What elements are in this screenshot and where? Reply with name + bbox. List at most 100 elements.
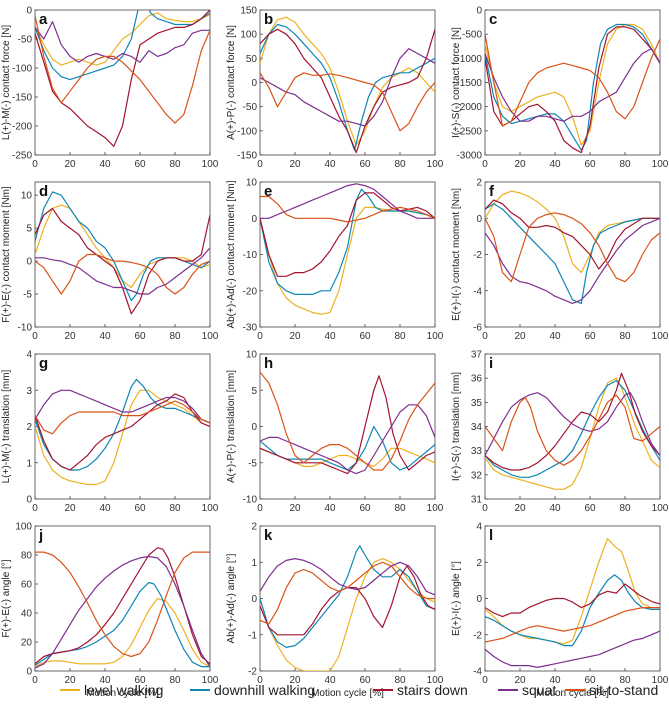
- panel-j: 0 20 40 60 80 100 0 20 40 60 80 100 Motion cycle [%]…: [1, 522, 219, 700]
- y-tick-label: 32: [471, 470, 483, 481]
- series-line-stairs-down: [485, 583, 660, 618]
- series-line-stairs-down: [260, 28, 435, 154]
- series-line-level-walking: [35, 12, 210, 66]
- y-tick-label: 1: [26, 458, 32, 469]
- y-tick-label: 0: [26, 6, 32, 17]
- y-tick-label: -2500: [456, 126, 482, 137]
- x-tick-label: 20: [64, 675, 76, 686]
- y-tick-label: 0: [476, 214, 482, 225]
- legend-label: sit-to-stand: [589, 682, 658, 698]
- series-line-squat: [35, 555, 210, 669]
- series-line-sit-to-stand: [485, 34, 660, 127]
- x-tick-label: 20: [64, 159, 76, 170]
- x-tick-label: 40: [99, 503, 111, 514]
- y-tick-label: 2: [476, 558, 482, 569]
- y-tick-label: 1: [251, 558, 257, 569]
- series-group: [260, 183, 435, 315]
- y-tick-label: 31: [471, 495, 483, 506]
- y-axis-label: L(+)-M(-) translation [mm]: [1, 369, 12, 483]
- x-tick-label: 60: [584, 675, 596, 686]
- y-tick-label: 5: [26, 224, 32, 235]
- x-tick-label: 80: [619, 675, 631, 686]
- y-tick-label: 10: [21, 191, 33, 202]
- y-tick-label: -2: [248, 667, 257, 678]
- panel-label: l: [489, 527, 493, 544]
- series-line-level-walking: [260, 16, 435, 146]
- y-tick-label: 37: [471, 350, 483, 361]
- axes-frame: [484, 9, 661, 156]
- x-tick-label: 100: [427, 503, 444, 514]
- panel-a: -250 -200 -150 -100 -50 0 0 20 40 60 80 100 L(+)-M(-…: [1, 6, 219, 171]
- x-tick-label: 80: [169, 503, 181, 514]
- series-line-downhill-walking: [260, 545, 435, 648]
- series-line-downhill-walking: [485, 380, 660, 478]
- y-tick-label: -150: [12, 93, 32, 104]
- series-line-downhill-walking: [485, 23, 660, 151]
- x-tick-label: 80: [394, 159, 406, 170]
- y-tick-label: 0: [251, 422, 257, 433]
- panel-label: d: [39, 183, 48, 200]
- series-line-sit-to-stand: [35, 15, 210, 124]
- x-tick-label: 100: [202, 159, 219, 170]
- series-line-sit-to-stand: [260, 561, 435, 625]
- x-tick-label: 40: [324, 503, 336, 514]
- y-tick-label: -250: [12, 151, 32, 162]
- x-tick-label: 60: [359, 159, 371, 170]
- x-tick-label: 0: [257, 503, 263, 514]
- y-tick-label: 0: [476, 594, 482, 605]
- x-tick-label: 20: [514, 675, 526, 686]
- panel-i: 31 32 33 34 35 36 37 0 20 40 60 80 100 I(+)-S(-) tran…: [451, 350, 669, 515]
- x-tick-label: 60: [359, 675, 371, 686]
- x-tick-label: 0: [257, 331, 263, 342]
- legend-item: downhill walking: [190, 682, 315, 698]
- y-axis-label: F(+)-E(-) angle [°]: [1, 559, 12, 637]
- x-tick-label: 60: [584, 159, 596, 170]
- panel-label: a: [39, 11, 48, 28]
- axes-frame: [259, 353, 436, 500]
- x-tick-label: 100: [652, 159, 669, 170]
- y-tick-label: -1: [248, 630, 257, 641]
- series-line-sit-to-stand: [35, 551, 210, 658]
- x-tick-label: 20: [64, 331, 76, 342]
- axes-frame: [259, 525, 436, 672]
- y-tick-label: -6: [473, 323, 482, 334]
- y-axis-label: E(+)-I(-) angle [°]: [451, 561, 462, 636]
- x-tick-label: 80: [619, 331, 631, 342]
- y-tick-label: 50: [246, 54, 258, 65]
- panel-label: j: [38, 527, 43, 544]
- y-tick-label: 150: [240, 6, 257, 17]
- x-tick-label: 100: [202, 503, 219, 514]
- series-line-sit-to-stand: [485, 394, 660, 466]
- series-line-downhill-walking: [35, 191, 210, 302]
- x-axis-label: Motion cycle [%]: [536, 688, 609, 699]
- series-line-level-walking: [485, 190, 660, 274]
- y-tick-label: 34: [471, 422, 483, 433]
- series-line-squat: [260, 404, 435, 475]
- axes-frame: [34, 525, 211, 672]
- y-axis-label: A(+)-P(-) contact force [N]: [226, 25, 237, 140]
- y-tick-label: 0: [26, 667, 32, 678]
- x-tick-label: 80: [394, 503, 406, 514]
- y-tick-label: -10: [243, 495, 258, 506]
- x-tick-label: 80: [169, 331, 181, 342]
- series-line-sit-to-stand: [35, 253, 210, 295]
- axes-frame: [484, 525, 661, 672]
- series-line-squat: [260, 48, 435, 127]
- y-tick-label: 0: [251, 594, 257, 605]
- legend-item: stairs down: [373, 682, 468, 698]
- series-line-sit-to-stand: [485, 212, 660, 283]
- x-tick-label: 100: [427, 331, 444, 342]
- x-tick-label: 0: [32, 503, 38, 514]
- panel-label: e: [264, 183, 272, 200]
- x-tick-label: 60: [134, 331, 146, 342]
- panel-label: b: [264, 11, 273, 28]
- x-tick-label: 40: [549, 331, 561, 342]
- x-tick-label: 100: [202, 675, 219, 686]
- series-line-squat: [35, 21, 210, 63]
- x-tick-label: 40: [99, 675, 111, 686]
- x-axis-label: Motion cycle [%]: [311, 688, 384, 699]
- series-line-level-walking: [260, 558, 435, 671]
